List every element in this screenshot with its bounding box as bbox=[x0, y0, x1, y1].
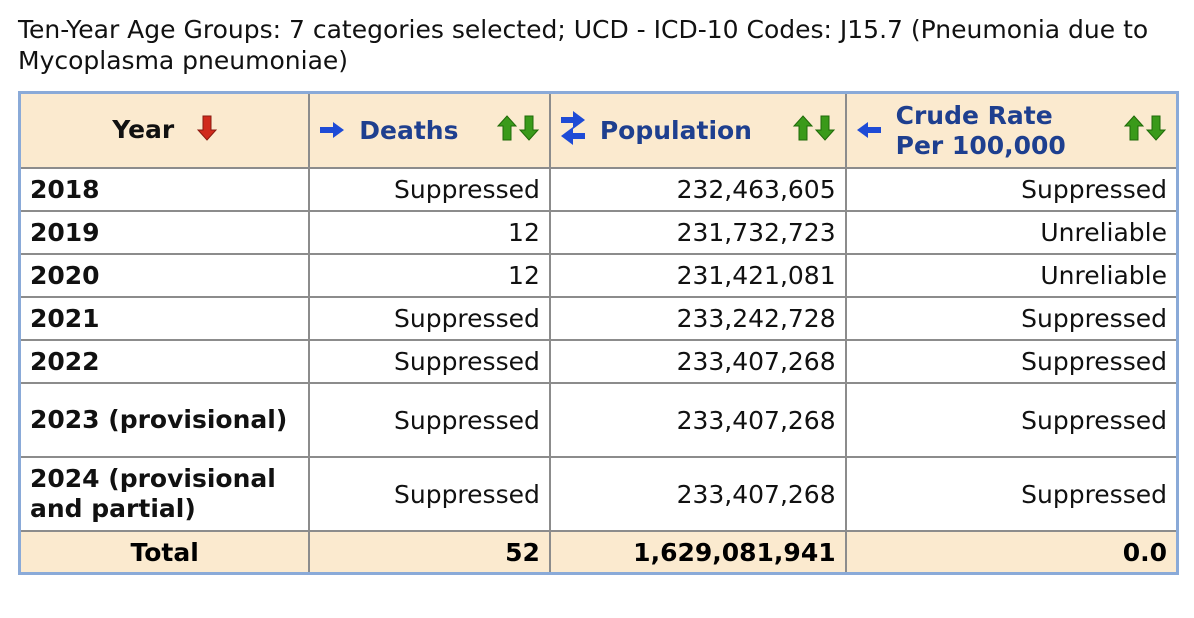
crude-rate-cell: Unreliable bbox=[844, 253, 1179, 298]
population-header-label: Population bbox=[599, 116, 752, 145]
population-cell: 232,463,605 bbox=[548, 167, 847, 212]
table-row: 2022 Suppressed 233,407,268 Suppressed bbox=[18, 339, 1179, 384]
results-table: Year Deaths bbox=[18, 91, 1179, 575]
total-population: 1,629,081,941 bbox=[548, 530, 847, 575]
crude-rate-cell: Suppressed bbox=[844, 167, 1179, 212]
year-cell: 2019 bbox=[18, 210, 311, 255]
population-cell: 231,421,081 bbox=[548, 253, 847, 298]
move-to-rows-icon[interactable] bbox=[856, 116, 882, 145]
year-cell: 2023 (provisional) bbox=[18, 382, 311, 458]
crude-rate-header: Crude Rate Per 100,000 bbox=[844, 91, 1179, 169]
table-row: 2020 12 231,421,081 Unreliable bbox=[18, 253, 1179, 298]
deaths-cell: Suppressed bbox=[308, 339, 551, 384]
year-header: Year bbox=[18, 91, 311, 169]
deaths-cell: Suppressed bbox=[308, 456, 551, 532]
move-to-columns-icon[interactable] bbox=[319, 116, 345, 145]
deaths-cell: Suppressed bbox=[308, 296, 551, 341]
population-cell: 233,407,268 bbox=[548, 339, 847, 384]
year-cell: 2020 bbox=[18, 253, 311, 298]
swap-columns-icon[interactable] bbox=[560, 108, 586, 154]
table-row: 2021 Suppressed 233,242,728 Suppressed bbox=[18, 296, 1179, 341]
sort-descending-icon[interactable] bbox=[196, 115, 218, 147]
table-row: 2019 12 231,732,723 Unreliable bbox=[18, 210, 1179, 255]
deaths-cell: Suppressed bbox=[308, 167, 551, 212]
deaths-cell: 12 bbox=[308, 210, 551, 255]
total-row: Total 52 1,629,081,941 0.0 bbox=[18, 530, 1179, 575]
header-row: Year Deaths bbox=[18, 91, 1179, 169]
total-deaths: 52 bbox=[308, 530, 551, 575]
crude-rate-header-line2: Per 100,000 bbox=[895, 130, 1066, 160]
population-cell: 233,407,268 bbox=[548, 382, 847, 458]
deaths-cell: Suppressed bbox=[308, 382, 551, 458]
year-cell: 2018 bbox=[18, 167, 311, 212]
year-cell: 2024 (provisional and partial) bbox=[18, 456, 311, 532]
deaths-header-label: Deaths bbox=[359, 116, 459, 145]
crude-rate-cell: Suppressed bbox=[844, 382, 1179, 458]
crude-rate-header-line1: Crude Rate bbox=[895, 100, 1053, 130]
crude-rate-header-label: Crude Rate Per 100,000 bbox=[896, 101, 1066, 161]
table-row: 2018 Suppressed 232,463,605 Suppressed bbox=[18, 167, 1179, 212]
sort-toggle-icon[interactable] bbox=[496, 114, 540, 147]
population-cell: 233,242,728 bbox=[548, 296, 847, 341]
year-cell: 2021 bbox=[18, 296, 311, 341]
deaths-header: Deaths bbox=[308, 91, 551, 169]
deaths-cell: 12 bbox=[308, 253, 551, 298]
results-caption: Ten-Year Age Groups: 7 categories select… bbox=[18, 15, 1149, 75]
crude-rate-cell: Unreliable bbox=[844, 210, 1179, 255]
crude-rate-cell: Suppressed bbox=[844, 339, 1179, 384]
crude-rate-cell: Suppressed bbox=[844, 456, 1179, 532]
table-row: 2023 (provisional) Suppressed 233,407,26… bbox=[18, 382, 1179, 458]
year-cell: 2022 bbox=[18, 339, 311, 384]
sort-toggle-icon[interactable] bbox=[792, 114, 836, 147]
table-row: 2024 (provisional and partial) Suppresse… bbox=[18, 456, 1179, 532]
total-crude-rate: 0.0 bbox=[844, 530, 1179, 575]
population-cell: 233,407,268 bbox=[548, 456, 847, 532]
crude-rate-cell: Suppressed bbox=[844, 296, 1179, 341]
total-label: Total bbox=[18, 530, 311, 575]
year-header-label: Year bbox=[112, 114, 175, 144]
population-header: Population bbox=[548, 91, 847, 169]
sort-toggle-icon[interactable] bbox=[1123, 114, 1167, 147]
population-cell: 231,732,723 bbox=[548, 210, 847, 255]
